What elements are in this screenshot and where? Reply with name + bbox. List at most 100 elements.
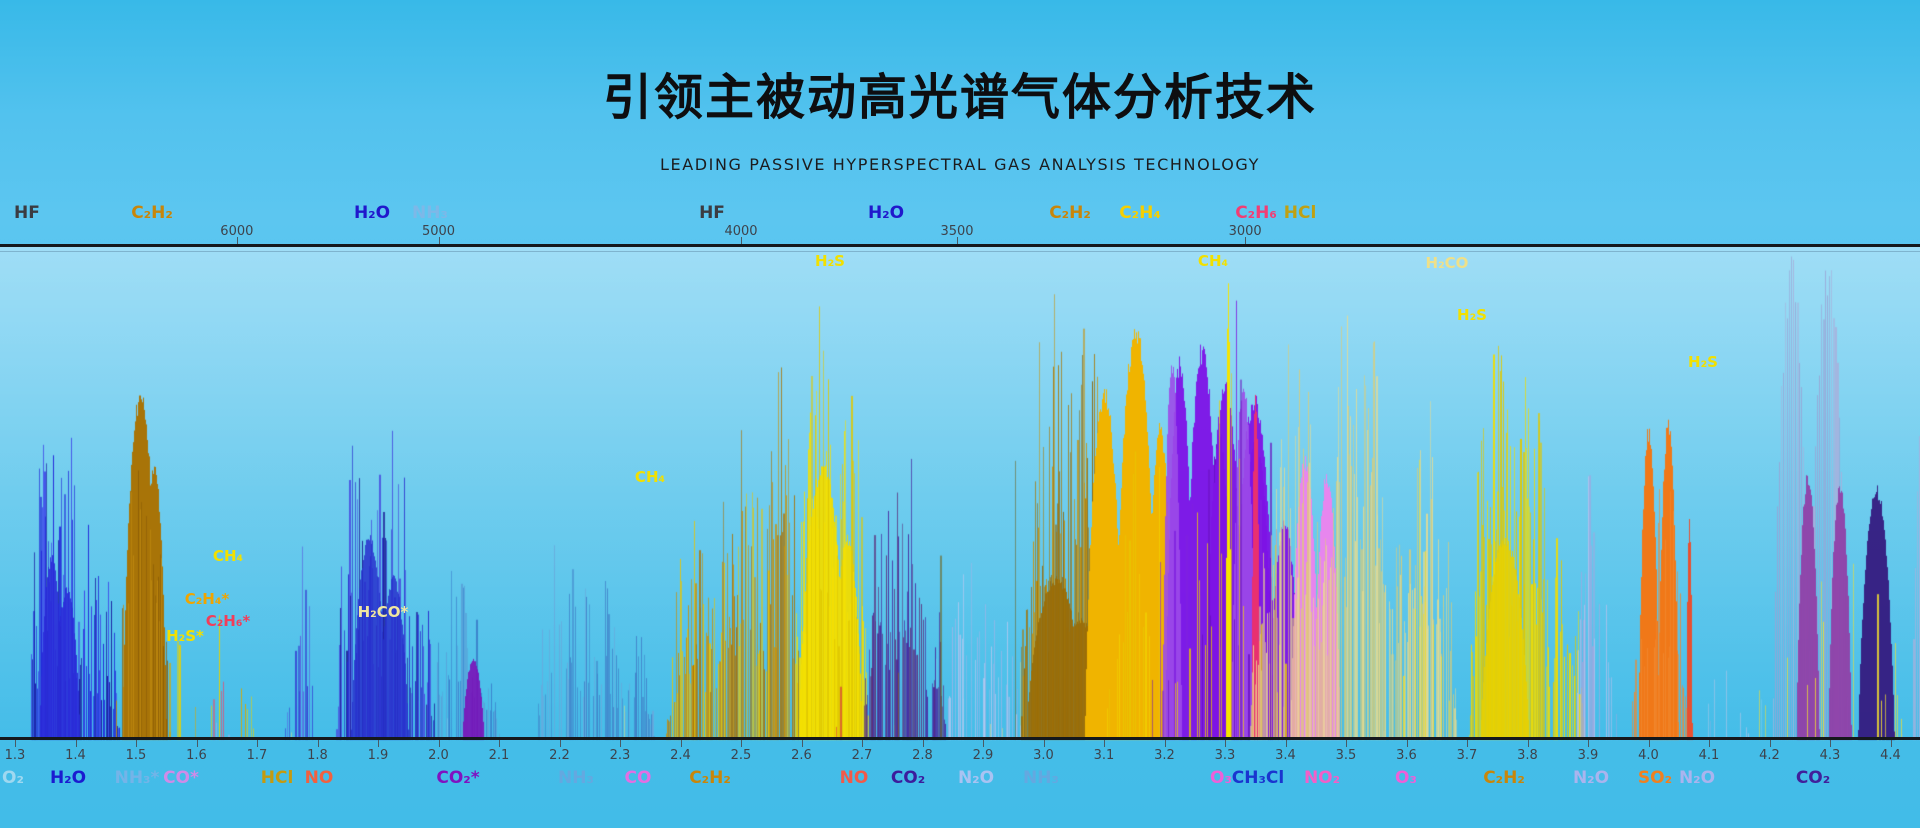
wavelength-tick-label: 3.4 — [1275, 748, 1296, 763]
wavelength-tick-label: 2.8 — [912, 748, 933, 763]
wavelength-tick — [801, 740, 803, 747]
molecule-label: C₂H₂ — [1049, 203, 1091, 223]
molecule-label: H₂S — [815, 252, 845, 270]
molecule-label: NO — [304, 768, 334, 788]
molecule-label: H₂S — [1457, 306, 1487, 324]
wavelength-tick-label: 2.5 — [730, 748, 752, 763]
wavelength-tick — [1043, 740, 1045, 747]
molecule-label: H₂CO — [1425, 254, 1469, 272]
wavelength-tick — [438, 740, 440, 747]
wavelength-tick-label: 3.1 — [1093, 748, 1115, 763]
wavelength-tick-label: 3.7 — [1456, 748, 1478, 763]
wavelength-tick-label: 2.2 — [549, 748, 570, 763]
molecule-label: CO* — [163, 768, 199, 788]
wavelength-tick — [741, 740, 742, 747]
molecule-label: NO₂ — [1303, 768, 1341, 788]
wavelength-tick-label: 1.6 — [186, 748, 207, 763]
wavelength-tick-label: 2.7 — [851, 748, 873, 763]
molecule-label: H₂O — [49, 768, 87, 788]
wavelength-tick — [15, 740, 16, 747]
wavelength-tick-label: 3.3 — [1214, 748, 1236, 763]
wavelength-tick-label: 1.3 — [4, 748, 26, 763]
molecule-label: HF — [14, 203, 40, 223]
molecule-label: CH₄ — [1197, 252, 1229, 270]
wavelength-tick — [680, 740, 682, 747]
wavelength-tick — [75, 740, 77, 747]
wavelength-tick-label: 2.6 — [791, 748, 812, 763]
molecule-label: C₂H₂ — [689, 768, 731, 788]
wavelength-tick-label: 4.0 — [1638, 748, 1659, 763]
molecule-label: NH₃* — [114, 768, 160, 788]
molecule-label: CO — [624, 768, 652, 788]
page-title: 引领主被动高光谱气体分析技术 — [602, 69, 1317, 126]
wavenumber-tick-label: 4000 — [724, 224, 758, 239]
molecule-label: C₂H₂ — [131, 203, 173, 223]
wavelength-tick — [620, 740, 621, 747]
wavelength-tick-label: 1.7 — [246, 748, 268, 763]
wavelength-tick-label: 1.8 — [307, 748, 328, 763]
molecule-label: HCl — [260, 768, 294, 788]
wavelength-tick — [1406, 740, 1408, 747]
molecule-label: N₂O — [1678, 768, 1716, 788]
molecule-label: CO₂ — [1795, 768, 1831, 788]
wavelength-tick-label: 4.3 — [1819, 748, 1841, 763]
bottom-axis-line — [0, 737, 1920, 740]
wavenumber-tick-label: 6000 — [220, 224, 254, 239]
molecule-label: NH₃ — [558, 768, 594, 788]
wavelength-tick — [922, 740, 924, 747]
molecule-label: H₂CO* — [357, 603, 409, 621]
wavelength-tick — [1527, 740, 1529, 747]
wavelength-tick-label: 2.4 — [670, 748, 691, 763]
wavelength-tick-label: 4.4 — [1880, 748, 1901, 763]
molecule-label: HCl — [1283, 203, 1317, 223]
molecule-label: O₃ — [1210, 768, 1232, 788]
wavelength-tick-label: 2.3 — [609, 748, 631, 763]
molecule-label: C₂H₄* — [184, 590, 230, 608]
wavelength-tick — [1769, 740, 1771, 747]
wavelength-tick — [1648, 740, 1650, 747]
top-axis-line — [0, 244, 1920, 252]
wavenumber-tick-label: 3000 — [1228, 224, 1262, 239]
wavelength-tick — [1104, 740, 1105, 747]
wavelength-tick — [559, 740, 561, 747]
wavenumber-tick — [1245, 237, 1247, 244]
wavelength-tick-label: 2.0 — [428, 748, 449, 763]
wavelength-tick — [862, 740, 863, 747]
molecule-label: CH₄ — [212, 547, 244, 565]
wavelength-tick-label: 1.5 — [125, 748, 147, 763]
wavelength-tick-label: 3.8 — [1517, 748, 1538, 763]
wavelength-tick — [1285, 740, 1287, 747]
wavelength-tick — [378, 740, 379, 747]
wavenumber-tick — [236, 237, 238, 244]
wavelength-tick-label: 3.5 — [1335, 748, 1357, 763]
molecule-label: H₂S* — [166, 627, 204, 645]
molecule-label: HF — [699, 203, 725, 223]
wavelength-tick-label: 1.9 — [367, 748, 389, 763]
wavelength-tick-label: 2.1 — [488, 748, 510, 763]
wavelength-tick — [1467, 740, 1468, 747]
molecule-label: N₂O — [1572, 768, 1610, 788]
wavelength-tick — [1709, 740, 1710, 747]
molecule-label: C₂H₆* — [205, 612, 251, 630]
wavenumber-tick-label: 3500 — [940, 224, 974, 239]
wavelength-tick — [1225, 740, 1226, 747]
molecule-label: O₃ — [1395, 768, 1417, 788]
molecule-label: SO₂ — [1637, 768, 1673, 788]
wavelength-tick-label: 2.9 — [972, 748, 994, 763]
wavelength-tick — [983, 740, 984, 747]
molecule-label: CO₂ — [890, 768, 926, 788]
molecule-label: NO — [839, 768, 869, 788]
wavenumber-tick-label: 5000 — [421, 224, 456, 239]
wavelength-tick — [257, 740, 258, 747]
molecule-label: O₂ — [2, 768, 24, 788]
wavenumber-tick — [957, 237, 959, 244]
molecule-label: H₂O — [353, 203, 391, 223]
molecule-label: CH₃Cl — [1231, 768, 1285, 788]
wavelength-tick — [1164, 740, 1166, 747]
molecule-label: C₂H₆ — [1235, 203, 1277, 223]
wavenumber-tick — [741, 237, 742, 244]
wavelength-tick-label: 3.2 — [1154, 748, 1175, 763]
wavelength-tick-label: 4.1 — [1698, 748, 1720, 763]
